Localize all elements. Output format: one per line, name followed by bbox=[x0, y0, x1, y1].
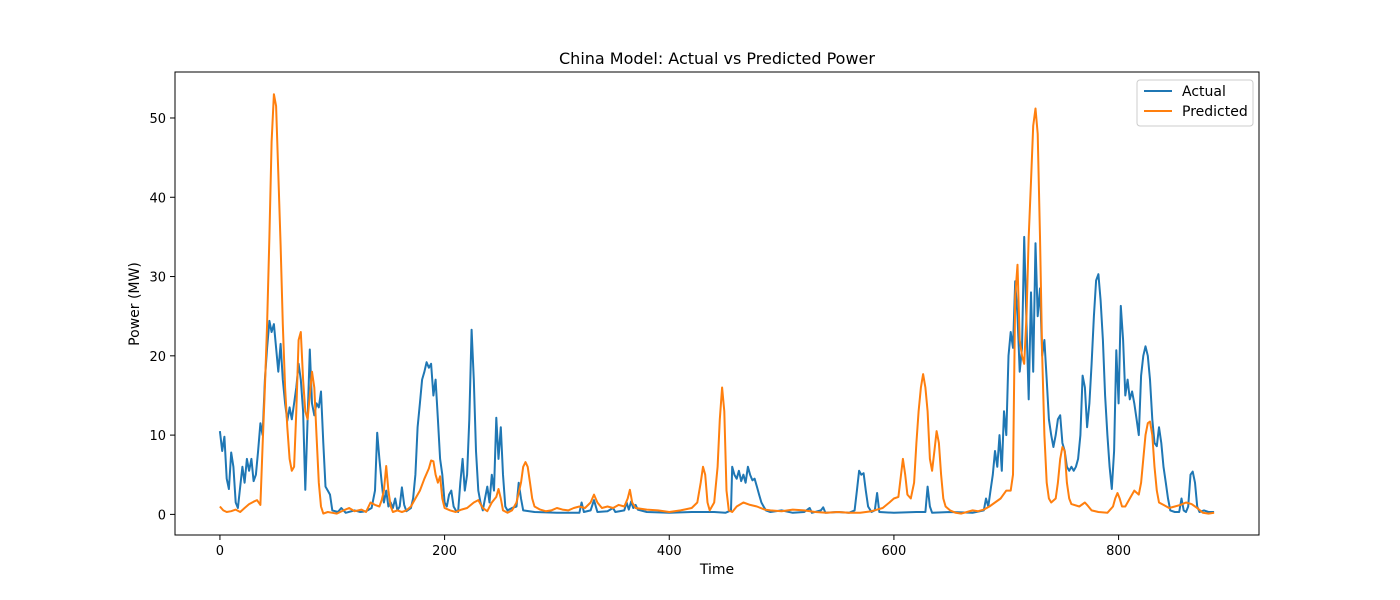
legend: Actual Predicted bbox=[1136, 79, 1254, 127]
plot-area bbox=[174, 71, 1260, 536]
y-tick-label: 40 bbox=[149, 191, 166, 206]
y-tick-label: 50 bbox=[149, 112, 166, 127]
plot-frame bbox=[174, 71, 1260, 536]
y-tick-label: 0 bbox=[158, 508, 166, 523]
y-axis-label: Power (MW) bbox=[127, 262, 143, 346]
y-tick-label: 20 bbox=[149, 350, 166, 365]
x-tick-label: 600 bbox=[882, 544, 907, 559]
legend-label-predicted: Predicted bbox=[1182, 104, 1248, 120]
x-tick-label: 800 bbox=[1106, 544, 1131, 559]
x-tick-label: 200 bbox=[432, 544, 457, 559]
y-axis-ticks: 0 10 20 30 40 50 bbox=[149, 112, 175, 523]
y-tick-label: 30 bbox=[149, 271, 166, 286]
x-axis-label: Time bbox=[699, 562, 734, 578]
series-line-actual bbox=[218, 235, 1215, 514]
series-line-predicted bbox=[219, 93, 1215, 515]
x-tick-label: 0 bbox=[216, 544, 224, 559]
legend-label-actual: Actual bbox=[1182, 84, 1226, 100]
x-tick-label: 400 bbox=[657, 544, 682, 559]
x-axis-ticks: 0 200 400 600 800 bbox=[216, 535, 1131, 559]
y-tick-label: 10 bbox=[149, 429, 166, 444]
chart-title: China Model: Actual vs Predicted Power bbox=[559, 49, 875, 68]
series-layer bbox=[218, 93, 1215, 515]
